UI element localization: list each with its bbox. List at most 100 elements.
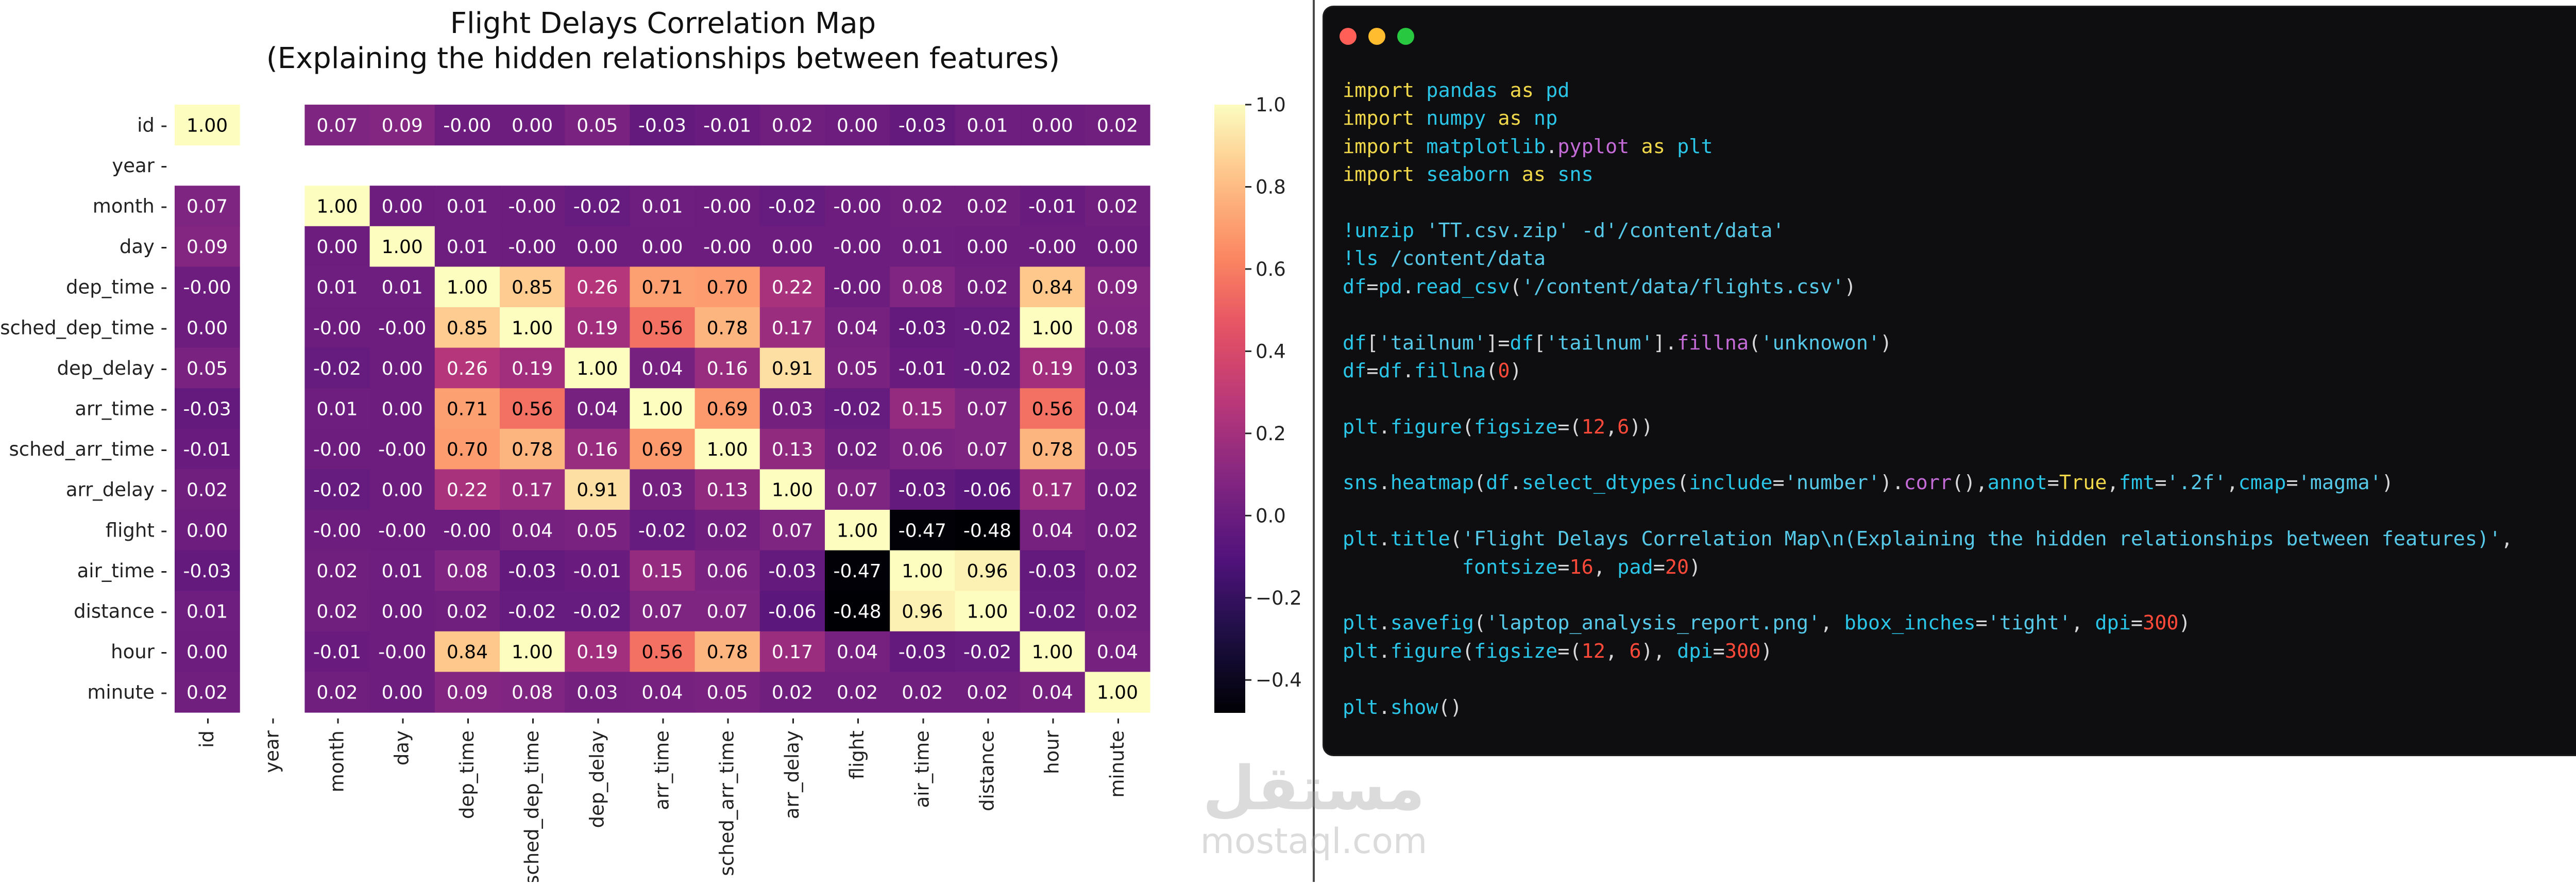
code-token: ) (1510, 359, 1522, 382)
column-tick-label: hour - (1041, 718, 1063, 774)
heatmap-cell (890, 510, 955, 551)
heatmap-cell (565, 631, 630, 672)
heatmap-cell (759, 631, 825, 672)
code-token: [ (1366, 331, 1379, 355)
heatmap-cell (890, 226, 955, 267)
code-line (1343, 441, 2513, 469)
code-token: ) (2178, 611, 2191, 635)
heatmap-annotation: 0.00 (1032, 115, 1073, 136)
heatmap-annotation: -0.00 (313, 520, 361, 541)
heatmap-annotation: 0.19 (1032, 358, 1073, 379)
code-token: 'tight' (1987, 611, 2071, 635)
heatmap-annotation: 0.08 (1097, 318, 1138, 339)
heatmap-cell (434, 388, 500, 429)
heatmap-cell (955, 226, 1021, 267)
heatmap-cell (369, 347, 435, 389)
heatmap-cell (759, 347, 825, 389)
heatmap-annotation: -0.47 (899, 520, 946, 541)
heatmap-annotation: 1.00 (577, 358, 618, 379)
code-token: seaborn (1426, 163, 1522, 187)
heatmap-annotation: -0.00 (313, 318, 361, 339)
heatmap-cell (630, 469, 696, 510)
code-token: 'unknowon' (1760, 331, 1880, 355)
code-token: 'TT.csv.zip' -d'/content/data' (1426, 219, 1785, 242)
heatmap-cell (1020, 591, 1086, 632)
heatmap-annotation: 0.02 (1097, 602, 1138, 623)
code-token: 6 (1629, 639, 1641, 663)
heatmap-cell (1020, 510, 1086, 551)
heatmap-cell (759, 550, 825, 591)
code-token: ). (1880, 471, 1904, 495)
heatmap-annotation: 0.71 (641, 277, 683, 298)
heatmap-cell (694, 105, 760, 146)
code-token: ) (1689, 555, 1701, 579)
heatmap-annotation: 0.01 (187, 602, 228, 623)
heatmap-cell (500, 307, 565, 348)
heatmap-annotation: 0.96 (902, 602, 943, 623)
column-tick-label: sched_dep_time - (521, 718, 543, 882)
code-line (1343, 189, 2513, 217)
heatmap-cell (369, 186, 435, 227)
code-token: df (1486, 471, 1510, 495)
heatmap-cell (369, 266, 435, 308)
heatmap-cell (825, 266, 890, 308)
heatmap-annotation: 0.02 (187, 682, 228, 704)
heatmap-cell (565, 428, 630, 470)
minimize-window-button[interactable] (1368, 28, 1385, 45)
code-token: import (1343, 163, 1427, 187)
chart-title: Flight Delays Correlation Map (450, 7, 876, 40)
watermark-latin: mostaql.com (1200, 821, 1428, 862)
heatmap-annotation: 1.00 (512, 318, 553, 339)
heatmap-annotation: -0.00 (1028, 237, 1076, 258)
code-token: , (2501, 527, 2513, 551)
code-token: ( (1450, 527, 1462, 551)
close-window-button[interactable] (1340, 28, 1357, 45)
heatmap-cell (565, 347, 630, 389)
code-token: ( (1462, 639, 1474, 663)
heatmap-cell (175, 105, 240, 146)
heatmap-annotation: -0.02 (963, 318, 1011, 339)
heatmap-cell (1020, 388, 1086, 429)
heatmap-annotation: 0.04 (641, 682, 683, 704)
heatmap-annotation: -0.01 (1028, 196, 1076, 218)
heatmap-annotation: 0.06 (707, 561, 748, 582)
heatmap-cell (694, 307, 760, 348)
column-tick-label: arr_delay - (781, 718, 803, 819)
heatmap-annotation: 0.00 (382, 196, 423, 218)
heatmap-annotation: 0.07 (772, 520, 813, 541)
heatmap-annotation: -0.02 (313, 480, 361, 501)
heatmap-annotation: 0.02 (447, 602, 488, 623)
code-token: ( (1749, 331, 1761, 355)
column-tick-label: year - (261, 718, 283, 773)
heatmap-annotation: 0.02 (316, 682, 358, 704)
heatmap-cell (500, 347, 565, 389)
heatmap-cell (1020, 105, 1086, 146)
code-token: pyplot (1557, 135, 1641, 158)
heatmap-annotation: 0.00 (382, 480, 423, 501)
row-tick-label: arr_delay - (66, 479, 167, 501)
heatmap-annotation: 0.07 (837, 480, 878, 501)
heatmap-annotation: 0.16 (577, 439, 618, 460)
heatmap-cell (694, 266, 760, 308)
heatmap-cell (1084, 307, 1150, 348)
column-tick-label: sched_arr_time - (716, 718, 738, 876)
heatmap-cell (1020, 672, 1086, 713)
heatmap-annotation: -0.03 (899, 318, 946, 339)
maximize-window-button[interactable] (1397, 28, 1414, 45)
heatmap-annotation: 0.02 (837, 682, 878, 704)
heatmap-cell (434, 510, 500, 551)
colorbar-tick-label: 1.0 (1256, 94, 1286, 116)
code-token: =( (1557, 415, 1582, 439)
heatmap-cell (500, 105, 565, 146)
heatmap-annotation: -0.02 (573, 602, 621, 623)
heatmap-cell (890, 428, 955, 470)
heatmap-annotation: -0.01 (573, 561, 621, 582)
heatmap-annotation: 0.04 (1032, 520, 1073, 541)
code-token: = (2155, 471, 2167, 495)
heatmap-cell (1084, 266, 1150, 308)
heatmap-annotation: 0.00 (641, 237, 683, 258)
heatmap-cell (630, 266, 696, 308)
heatmap-annotation: -0.03 (899, 480, 946, 501)
column-tick-label: id - (196, 718, 218, 748)
heatmap-cell (434, 672, 500, 713)
